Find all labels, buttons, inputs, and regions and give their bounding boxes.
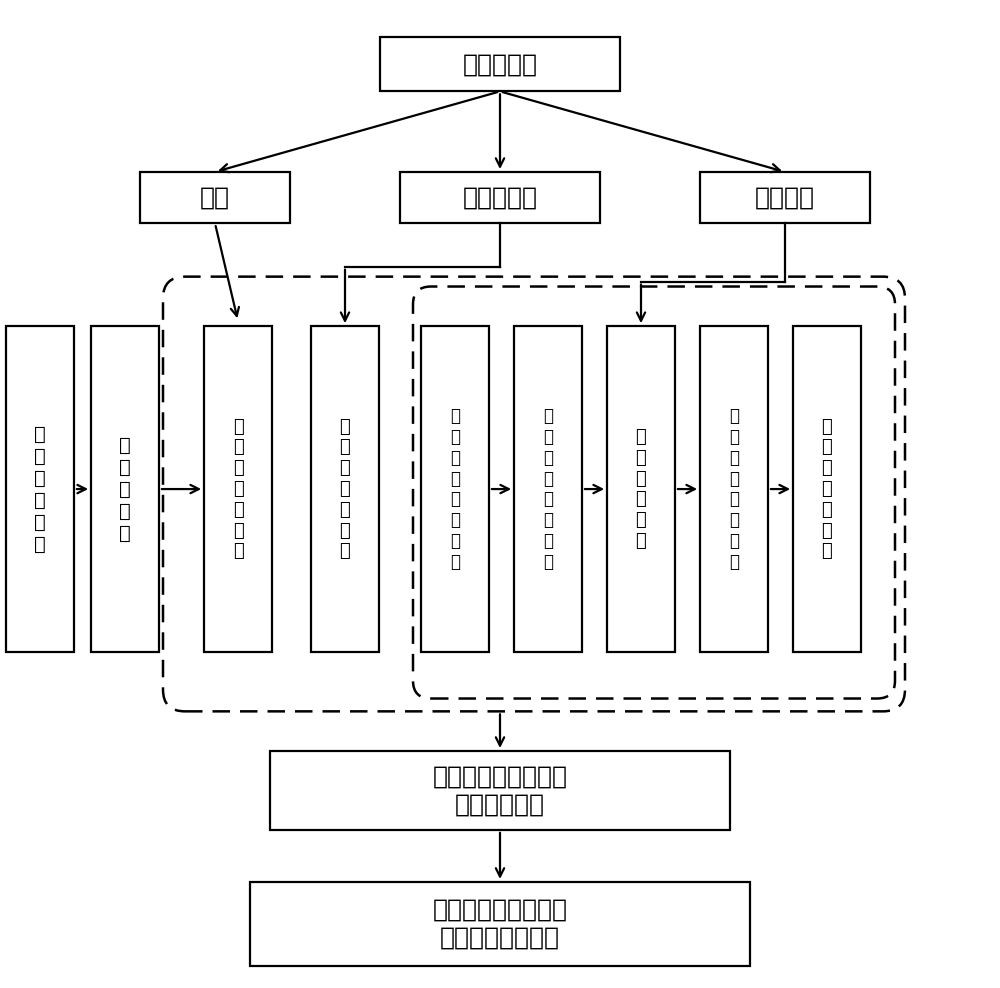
Text: 记
录
最
大
覆
盖
点: 记 录 最 大 覆 盖 点	[822, 418, 832, 560]
Bar	[607, 326, 675, 652]
Text: 遍
历
斜
条
带
倾
角: 遍 历 斜 条 带 倾 角	[233, 418, 243, 560]
Text: 覆盖算法: 覆盖算法	[755, 186, 815, 209]
Bar	[514, 326, 582, 652]
Text: 该
斜
条
带
规
划
起
点: 该 斜 条 带 规 划 起 点	[450, 407, 460, 571]
Bar	[793, 326, 861, 652]
Text: 斜条带模型: 斜条带模型	[462, 52, 538, 76]
Text: 某
点
目
标
不
被
覆
盖: 某 点 目 标 不 被 覆 盖	[729, 407, 739, 571]
Bar	[250, 881, 750, 966]
Text: 狭
长
目
标
区
域: 狭 长 目 标 区 域	[34, 425, 46, 553]
FancyBboxPatch shape	[163, 277, 905, 711]
Bar	[421, 326, 489, 652]
Bar	[311, 326, 379, 652]
Text: 倾角: 倾角	[200, 186, 230, 209]
Bar	[6, 326, 74, 652]
Bar	[140, 172, 290, 223]
FancyBboxPatch shape	[413, 287, 895, 699]
Text: 多个斜条带拼接实现
狭长目标区域成像: 多个斜条带拼接实现 狭长目标区域成像	[432, 898, 568, 949]
Bar	[204, 326, 272, 652]
Text: 依
次
计
算
覆
盖
参
数: 依 次 计 算 覆 盖 参 数	[543, 407, 553, 571]
Bar	[700, 326, 768, 652]
Bar	[91, 326, 159, 652]
Text: 选取覆盖目标点最多
的斜条带成像: 选取覆盖目标点最多 的斜条带成像	[432, 765, 568, 816]
Text: 遍
历
升
交
点
经
度: 遍 历 升 交 点 经 度	[340, 418, 350, 560]
Bar	[380, 37, 620, 91]
Bar	[700, 172, 870, 223]
Text: 判
断
覆
盖
条
件: 判 断 覆 盖 条 件	[636, 428, 646, 550]
Text: 顺
序
点
目
标: 顺 序 点 目 标	[119, 436, 131, 542]
Bar	[400, 172, 600, 223]
Bar	[270, 751, 730, 830]
Text: 升交点经度: 升交点经度	[462, 186, 538, 209]
